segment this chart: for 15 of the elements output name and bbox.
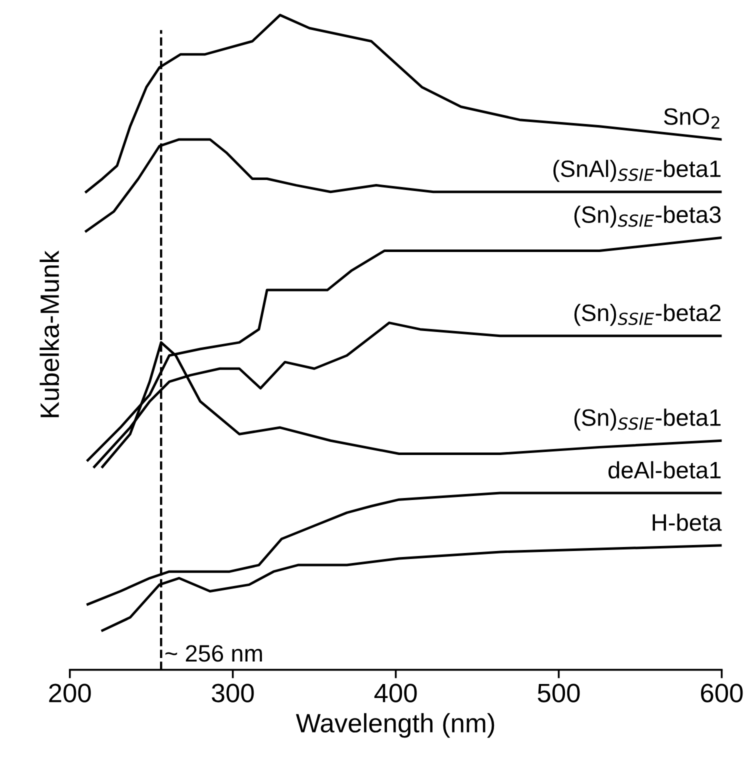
x-tick-label: 200 <box>49 684 91 702</box>
x-tick-label: 600 <box>701 684 743 702</box>
series-label: H-beta <box>652 514 722 531</box>
series-label: (SnAl)$_{SSIE}$-beta1 <box>553 160 721 182</box>
x-axis-title: Wavelength (nm) <box>296 713 494 738</box>
ref-line-label: ~ 256 nm <box>165 645 262 662</box>
series-label: (Sn)$_{SSIE}$-beta1 <box>574 408 721 431</box>
series-label: deAl-beta1 <box>608 461 721 479</box>
series-label: SnO$_{2}$ <box>664 108 720 129</box>
series-label: (Sn)$_{SSIE}$-beta3 <box>574 206 721 228</box>
y-axis-title: Kubelka-Munk <box>40 250 60 418</box>
x-tick-label: 500 <box>538 684 580 702</box>
series-label: (Sn)$_{SSIE}$-beta2 <box>574 304 720 326</box>
x-tick-label: 300 <box>212 684 254 702</box>
x-tick-label: 400 <box>374 684 417 702</box>
